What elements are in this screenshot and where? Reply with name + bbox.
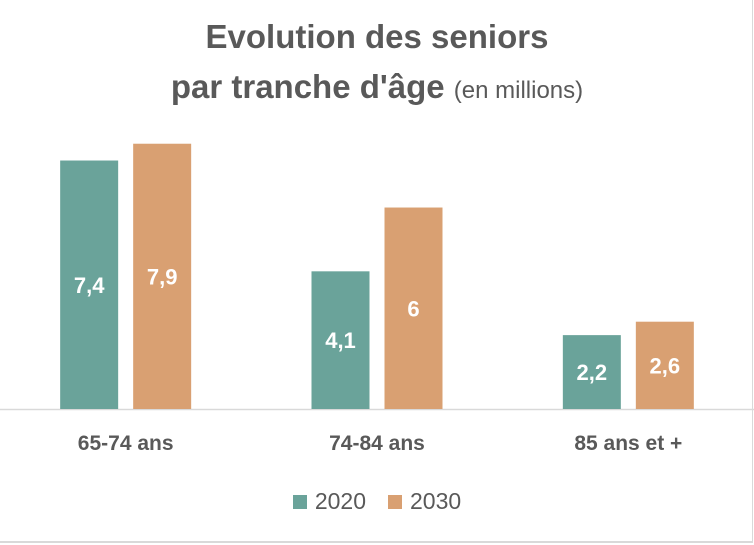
legend-swatch-2030 bbox=[388, 494, 402, 509]
chart-title-line1: Evolution des seniors bbox=[205, 18, 549, 55]
legend-label-2030: 2030 bbox=[410, 488, 462, 514]
data-label-2020-0: 7,4 bbox=[74, 273, 105, 298]
legend-item-2030: 2030 bbox=[388, 488, 461, 515]
chart-title: Evolution des seniors bbox=[0, 18, 754, 56]
bar-2030-0 bbox=[133, 143, 192, 409]
legend-item-2020: 2020 bbox=[292, 488, 366, 515]
chart-title-second-line: par tranche d'âge (en millions) bbox=[0, 68, 754, 106]
category-label-1: 74-84 ans bbox=[329, 432, 425, 455]
legend: 2020 2030 bbox=[0, 488, 754, 515]
bar-2030-1 bbox=[384, 207, 443, 409]
legend-label-2020: 2020 bbox=[314, 488, 366, 514]
legend-swatch-2020 bbox=[292, 494, 307, 509]
category-label-0: 65-74 ans bbox=[78, 432, 174, 455]
bar-chart: 7,4 7,9 65-74 ans 4,1 6 74-84 ans 2,2 2,6 85 ans… bbox=[0, 143, 754, 455]
bar-2030-2 bbox=[635, 321, 694, 409]
chart-title-line2: par tranche d'âge bbox=[170, 68, 445, 105]
data-label-2030-2: 2,6 bbox=[650, 353, 681, 378]
data-label-2020-1: 4,1 bbox=[325, 328, 356, 353]
data-label-2030-0: 7,9 bbox=[147, 264, 178, 289]
chart-title-unit: (en millions) bbox=[453, 77, 584, 104]
category-label-2: 85 ans et + bbox=[574, 432, 682, 455]
bar-2020-2 bbox=[562, 335, 621, 409]
data-label-2030-1: 6 bbox=[407, 296, 419, 321]
bar-2020-0 bbox=[60, 160, 119, 409]
data-label-2020-2: 2,2 bbox=[577, 360, 608, 385]
bar-2020-1 bbox=[311, 271, 370, 409]
